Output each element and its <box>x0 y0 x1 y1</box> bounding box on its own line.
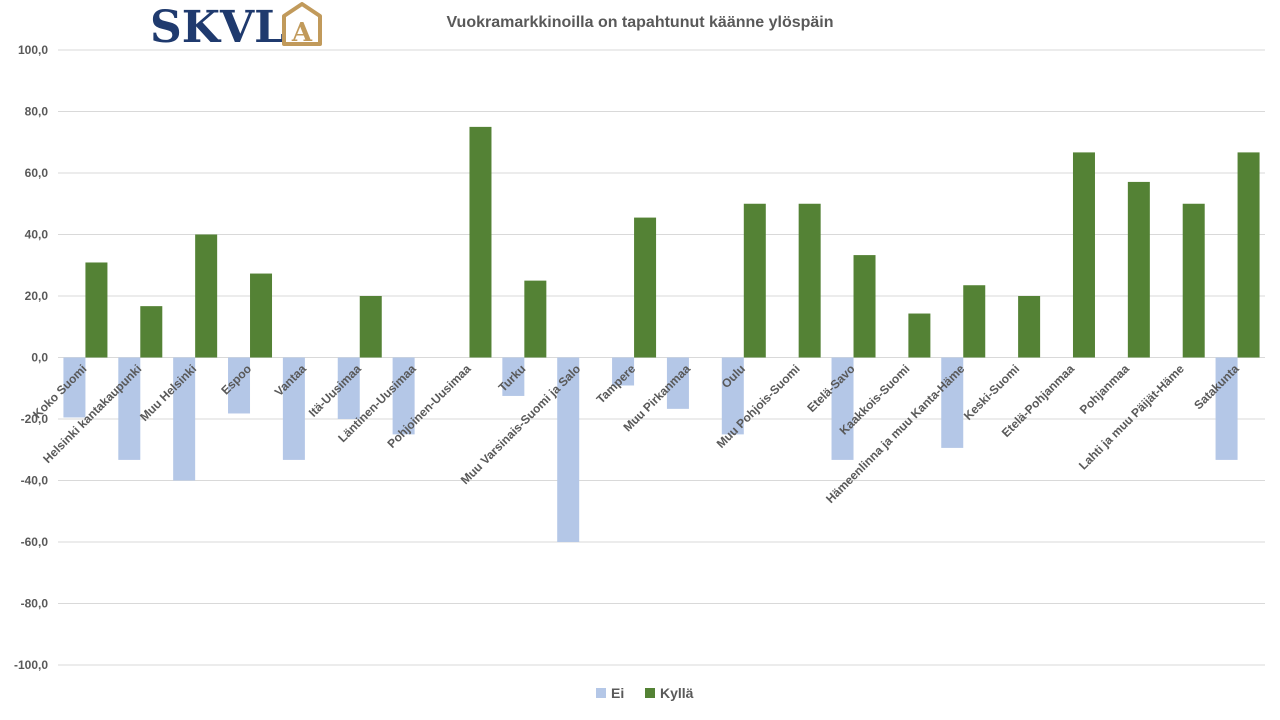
bar-kyllä <box>853 255 876 358</box>
y-tick-label: 60,0 <box>25 166 49 180</box>
bar-kyllä <box>85 262 108 358</box>
y-axis-ticks: -100,0 -80,0 -60,0 -40,0 -20,0 0,0 20,0 40,0 60,… <box>14 43 48 672</box>
bar-ei <box>941 357 964 448</box>
logo-badge-letter: A <box>291 18 313 48</box>
bar-kyllä <box>963 285 986 358</box>
y-tick-label: 40,0 <box>25 228 49 242</box>
bar-ei <box>63 357 86 418</box>
y-tick-label: -100,0 <box>14 658 48 672</box>
y-tick-label: 20,0 <box>25 289 49 303</box>
bar-kyllä <box>634 217 657 358</box>
legend-label-kyllä: Kyllä <box>660 685 694 701</box>
logo-text: SKVL <box>150 2 285 48</box>
bar-ei <box>118 357 141 460</box>
bar-kyllä <box>250 273 273 358</box>
bar-kyllä <box>359 296 382 358</box>
x-tick-label: Pohjanmaa <box>1077 361 1132 416</box>
y-tick-label: 0,0 <box>31 351 48 365</box>
bar-ei <box>173 357 196 481</box>
bar-kyllä <box>1182 203 1205 358</box>
bar-ei <box>502 357 525 396</box>
legend-swatch-ei <box>596 688 606 698</box>
logo-house-icon: A <box>282 2 322 48</box>
y-tick-label: 80,0 <box>25 105 49 119</box>
y-tick-label: -80,0 <box>21 597 49 611</box>
bar-ei <box>612 357 635 386</box>
bar-kyllä <box>1018 296 1041 358</box>
bar-kyllä <box>798 203 821 358</box>
bar-kyllä <box>524 280 547 358</box>
bar-ei <box>666 357 689 409</box>
bars <box>63 126 1260 542</box>
grid-lines <box>58 49 1265 666</box>
bar-ei <box>1215 357 1238 460</box>
bar-ei <box>721 357 744 435</box>
bar-kyllä <box>1237 152 1260 358</box>
bar-ei <box>282 357 305 460</box>
bar-kyllä <box>469 126 492 358</box>
legend: Ei Kyllä <box>596 685 694 701</box>
bar-kyllä <box>195 234 218 358</box>
x-tick-label: Keski-Suomi <box>961 362 1022 423</box>
y-tick-label: -40,0 <box>21 474 49 488</box>
bar-ei <box>337 357 360 419</box>
y-tick-label: 100,0 <box>18 43 48 57</box>
bar-kyllä <box>140 306 163 358</box>
bar-kyllä <box>743 203 766 358</box>
bar-kyllä <box>1072 152 1095 358</box>
legend-label-ei: Ei <box>611 685 624 701</box>
bar-kyllä <box>1127 181 1150 358</box>
legend-swatch-kyllä <box>645 688 655 698</box>
chart-title: Vuokramarkkinoilla on tapahtunut käänne … <box>446 14 833 31</box>
bar-kyllä <box>908 313 931 358</box>
bar-ei <box>392 357 415 435</box>
bar-ei <box>831 357 854 460</box>
y-tick-label: -20,0 <box>21 412 49 426</box>
y-tick-label: -60,0 <box>21 535 49 549</box>
bar-ei <box>228 357 251 414</box>
skvl-logo: SKVL A <box>150 2 322 48</box>
bar-ei <box>557 357 580 542</box>
x-tick-label: Lahti ja muu Päijät-Häme <box>1076 361 1187 472</box>
